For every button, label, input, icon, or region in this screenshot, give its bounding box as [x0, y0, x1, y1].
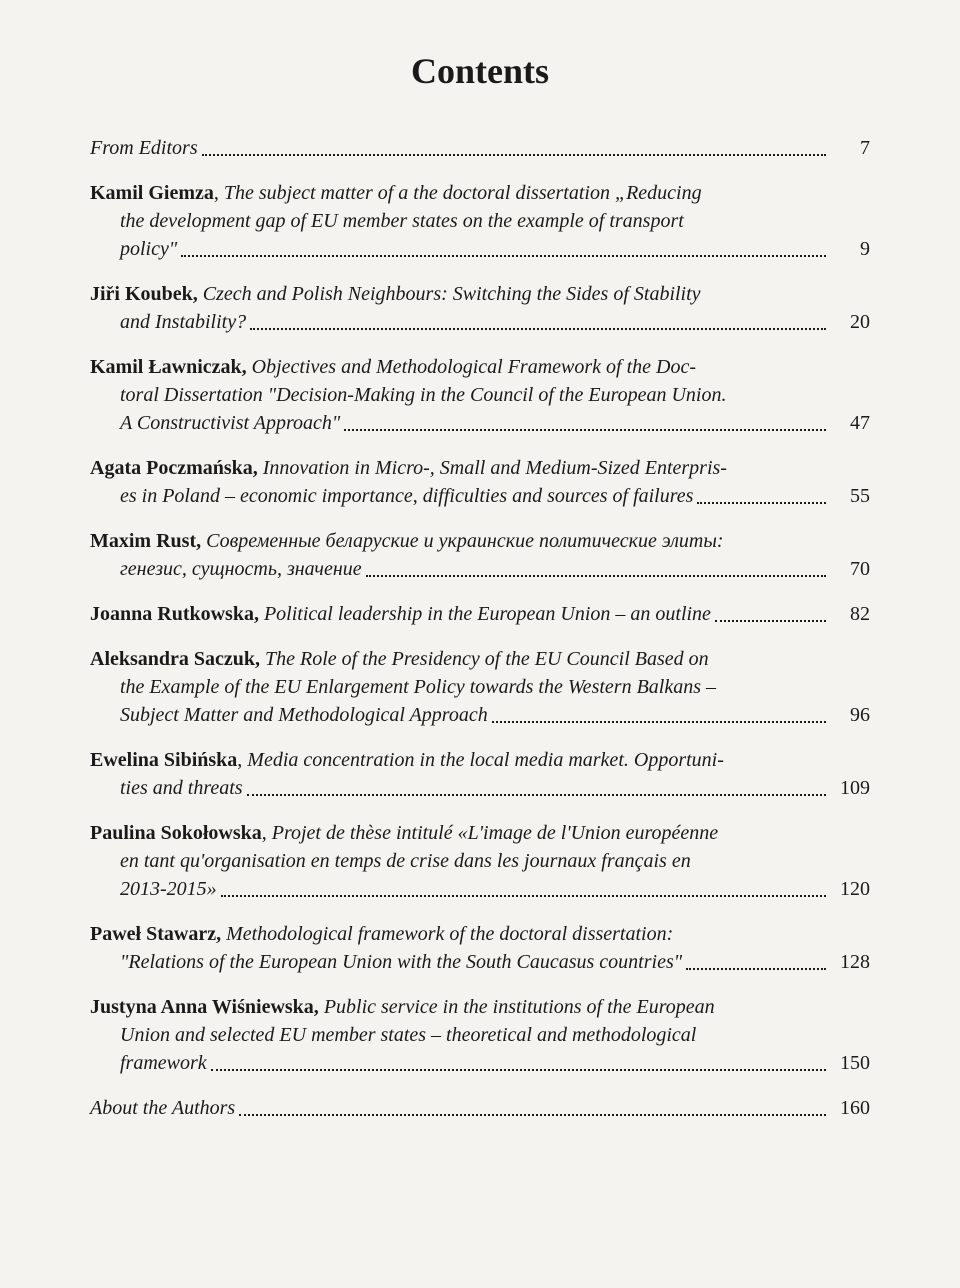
toc-page-number: 150: [830, 1049, 870, 1077]
table-of-contents: From Editors 7 Kamil Giemza, The subject m…: [90, 134, 870, 1122]
toc-page-number: 96: [830, 701, 870, 729]
toc-entry: Kamil Giemza, The subject matter of a th…: [90, 179, 870, 263]
toc-entry-text: Jiři Koubek, Czech and Polish Neighbours…: [90, 280, 870, 308]
toc-leader-dots: [492, 721, 826, 723]
toc-leader-dots: [344, 429, 826, 431]
toc-leader-dots: [181, 255, 826, 257]
toc-entry-text: About the Authors: [90, 1094, 235, 1122]
page-title: Contents: [90, 50, 870, 92]
toc-page-number: 160: [830, 1094, 870, 1122]
toc-entry: Aleksandra Saczuk, The Role of the Presi…: [90, 645, 870, 729]
toc-entry-text: From Editors: [90, 134, 198, 162]
toc-entry-text: Agata Poczmańska, Innovation in Micro-, …: [90, 454, 870, 482]
toc-entry-text: Paweł Stawarz, Methodological framework …: [90, 920, 870, 948]
toc-entry: Jiři Koubek, Czech and Polish Neighbours…: [90, 280, 870, 336]
toc-page-number: 55: [830, 482, 870, 510]
toc-entry: Paulina Sokołowska, Projet de thèse inti…: [90, 819, 870, 903]
toc-entry: About the Authors 160: [90, 1094, 870, 1122]
toc-page-number: 20: [830, 308, 870, 336]
toc-entry: From Editors 7: [90, 134, 870, 162]
toc-entry: Justyna Anna Wiśniewska, Public service …: [90, 993, 870, 1077]
toc-page-number: 109: [830, 774, 870, 802]
toc-entry: Joanna Rutkowska, Political leadership i…: [90, 600, 870, 628]
toc-entry-text: Justyna Anna Wiśniewska, Public service …: [90, 993, 870, 1049]
toc-page-number: 47: [830, 409, 870, 437]
toc-entry: Kamil Ławniczak, Objectives and Methodol…: [90, 353, 870, 437]
toc-leader-dots: [366, 575, 826, 577]
toc-page-number: 128: [830, 948, 870, 976]
toc-page-number: 7: [830, 134, 870, 162]
toc-entry-text: Ewelina Sibińska, Media concentration in…: [90, 746, 870, 774]
toc-page-number: 9: [830, 235, 870, 263]
toc-entry-text: Maxim Rust, Современные беларуские и укр…: [90, 527, 870, 555]
toc-leader-dots: [221, 895, 826, 897]
toc-leader-dots: [247, 794, 826, 796]
toc-entry-text: Paulina Sokołowska, Projet de thèse inti…: [90, 819, 870, 875]
toc-page-number: 70: [830, 555, 870, 583]
toc-page-number: 120: [830, 875, 870, 903]
toc-leader-dots: [211, 1069, 826, 1071]
toc-entry: Agata Poczmańska, Innovation in Micro-, …: [90, 454, 870, 510]
toc-entry: Paweł Stawarz, Methodological framework …: [90, 920, 870, 976]
toc-leader-dots: [250, 328, 826, 330]
toc-leader-dots: [202, 154, 826, 156]
toc-entry: Ewelina Sibińska, Media concentration in…: [90, 746, 870, 802]
toc-page-number: 82: [830, 600, 870, 628]
toc-entry-text: Kamil Giemza, The subject matter of a th…: [90, 179, 870, 235]
toc-entry-text: Kamil Ławniczak, Objectives and Methodol…: [90, 353, 870, 409]
toc-leader-dots: [239, 1114, 826, 1116]
toc-leader-dots: [686, 968, 826, 970]
toc-entry: Maxim Rust, Современные беларуские и укр…: [90, 527, 870, 583]
toc-entry-text: Joanna Rutkowska, Political leadership i…: [90, 600, 711, 628]
toc-leader-dots: [715, 620, 826, 622]
toc-entry-text: Aleksandra Saczuk, The Role of the Presi…: [90, 645, 870, 701]
toc-leader-dots: [697, 502, 826, 504]
